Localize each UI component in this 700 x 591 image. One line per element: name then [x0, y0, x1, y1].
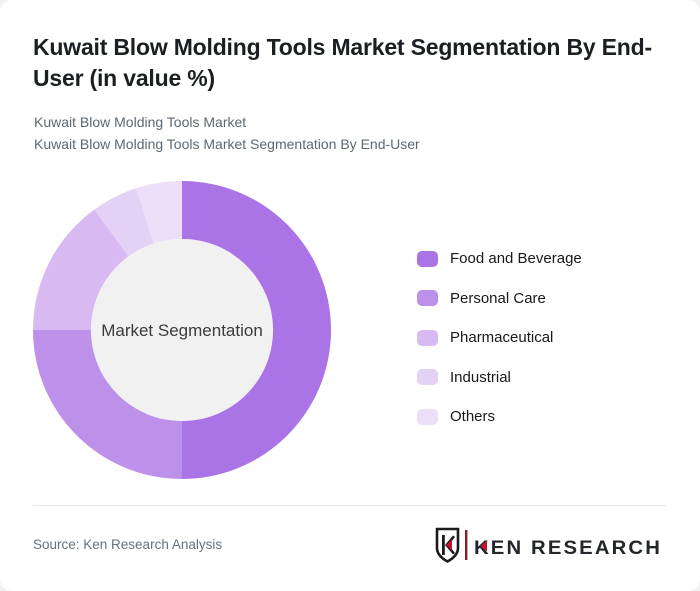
legend-swatch-icon: [417, 369, 438, 385]
legend-swatch-icon: [417, 290, 438, 306]
legend-label: Industrial: [450, 368, 511, 386]
source-text: Source: Ken Research Analysis: [33, 537, 223, 552]
legend-item-pharmaceutical[interactable]: Pharmaceutical: [417, 329, 582, 346]
donut-center-label: Market Segmentation: [101, 321, 263, 340]
subtitle-line-1: Kuwait Blow Molding Tools Market: [34, 114, 247, 130]
donut-segment-industrial[interactable]: [94, 188, 154, 257]
ken-research-logo: KEN RESEARCH: [435, 527, 662, 563]
legend-item-food-and-beverage[interactable]: Food and Beverage: [417, 250, 582, 267]
legend-swatch-icon: [417, 250, 438, 267]
legend-label: Others: [450, 408, 496, 425]
donut-segment-personal-care[interactable]: [33, 330, 182, 479]
donut-chart: [33, 181, 331, 479]
chart-subtitle: Kuwait Blow Molding Tools Market Kuwait …: [34, 112, 420, 155]
page-title: Kuwait Blow Molding Tools Market Segment…: [33, 34, 652, 91]
donut-inner-circle: [91, 239, 273, 421]
donut-segment-food-and-beverage[interactable]: [182, 181, 331, 479]
donut-segment-pharmaceutical[interactable]: [33, 209, 129, 330]
legend-item-others[interactable]: Others: [417, 408, 582, 425]
logo-k-arrow-icon: [480, 540, 487, 552]
legend-label: Food and Beverage: [450, 250, 582, 267]
logo-wordmark: KEN RESEARCH: [474, 538, 662, 559]
legend-swatch-icon: [417, 329, 438, 346]
shield-k-icon: [435, 527, 460, 563]
subtitle-line-2: Kuwait Blow Molding Tools Market Segment…: [34, 135, 420, 152]
donut-segment-others[interactable]: [135, 181, 182, 244]
footer-divider: [33, 505, 667, 506]
legend-swatch-icon: [417, 408, 438, 425]
chart-legend: Food and Beverage Personal Care Pharmaceut…: [417, 250, 582, 425]
legend-label: Personal Care: [450, 289, 546, 307]
legend-item-personal-care[interactable]: Personal Care: [417, 290, 582, 307]
legend-item-industrial[interactable]: Industrial: [417, 369, 582, 386]
legend-label: Pharmaceutical: [450, 329, 554, 346]
logo-divider-bar: [465, 530, 468, 560]
